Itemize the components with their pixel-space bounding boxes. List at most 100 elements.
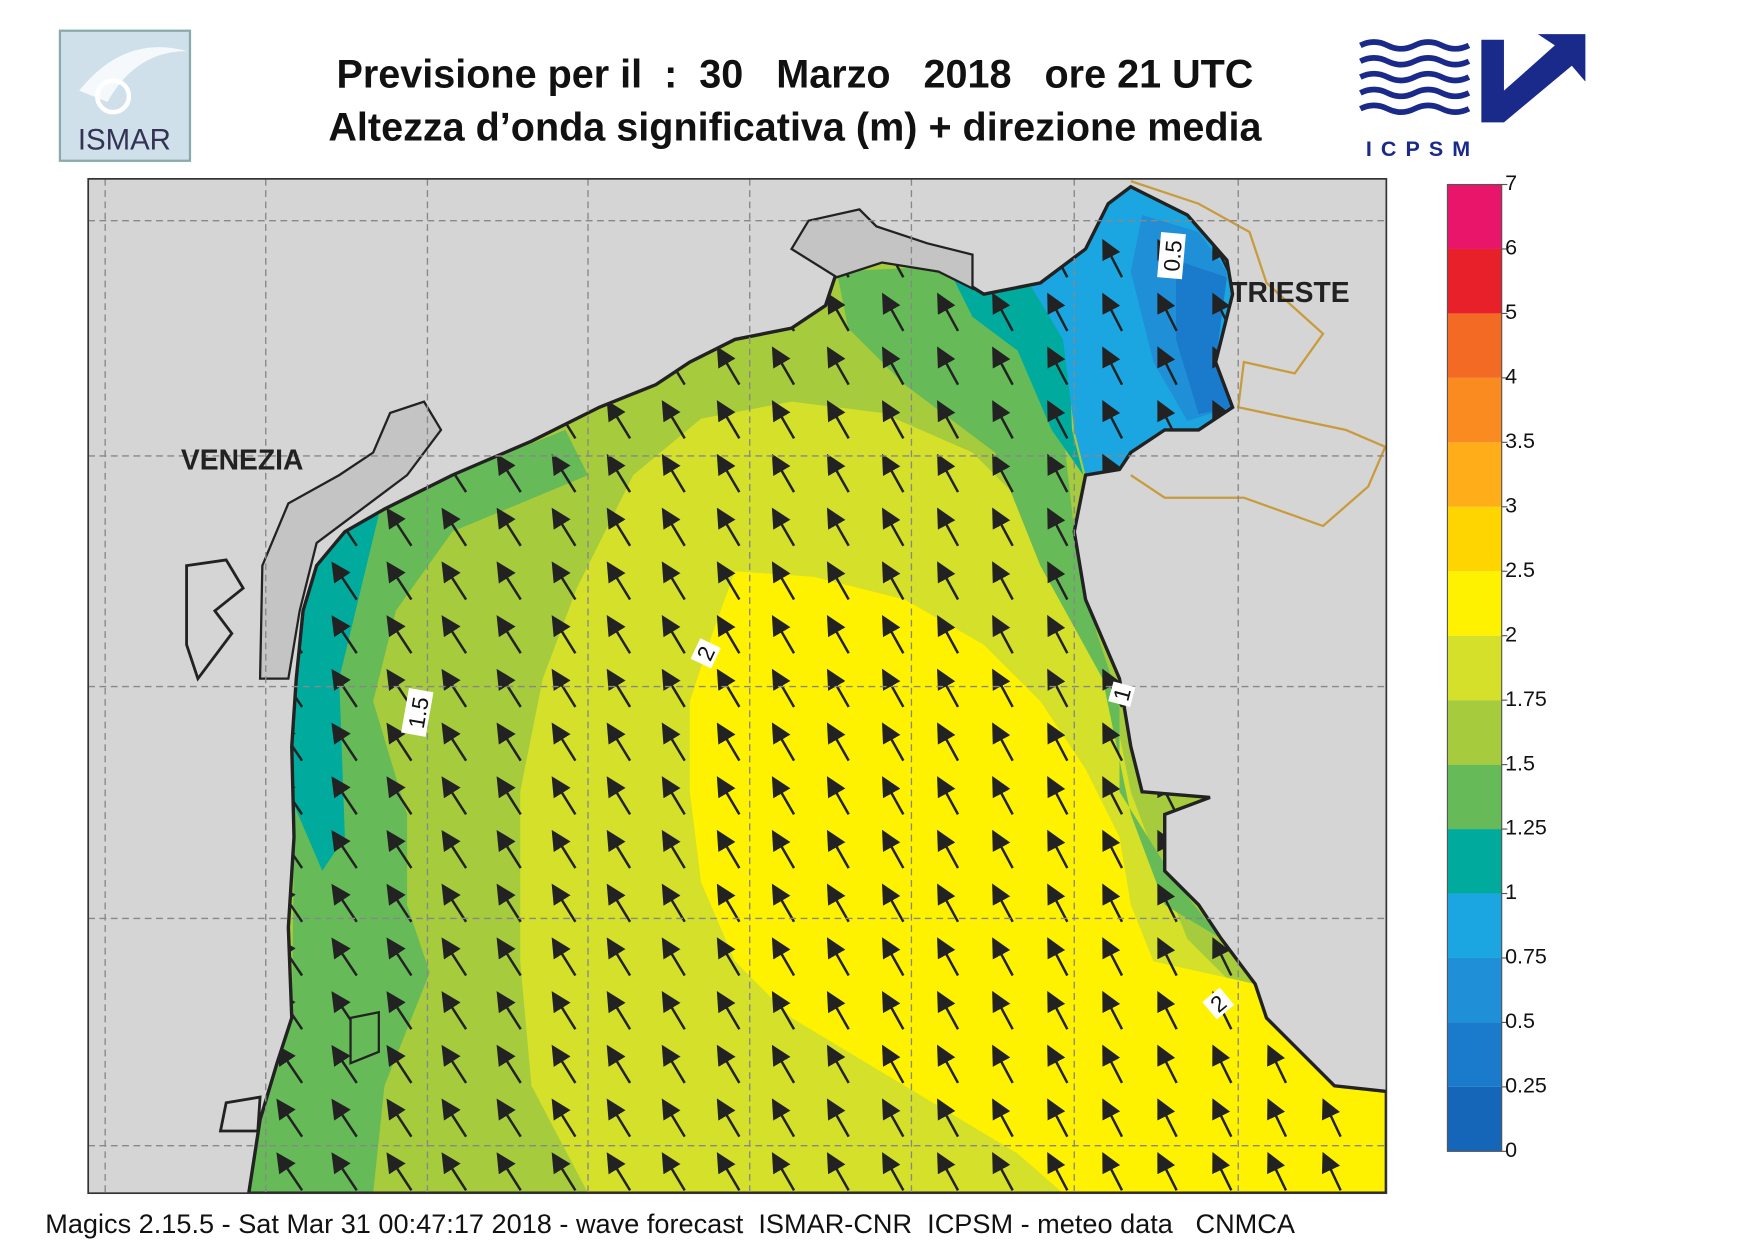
arrow bbox=[606, 561, 632, 601]
arrow bbox=[1157, 1151, 1178, 1191]
arrow bbox=[937, 883, 960, 923]
arrow bbox=[1047, 722, 1069, 762]
arrow bbox=[1322, 1098, 1342, 1138]
arrow bbox=[1047, 1098, 1069, 1138]
arrow bbox=[331, 776, 358, 816]
arrow bbox=[771, 614, 796, 654]
arrow bbox=[1047, 990, 1069, 1030]
arrow bbox=[882, 292, 905, 332]
arrow bbox=[1267, 1151, 1288, 1191]
arrow bbox=[771, 829, 796, 869]
arrow bbox=[826, 990, 850, 1030]
arrow bbox=[386, 776, 413, 816]
arrow bbox=[1047, 400, 1069, 439]
arrow bbox=[937, 776, 960, 815]
arrow bbox=[826, 453, 850, 493]
arrow bbox=[661, 991, 686, 1030]
arrow bbox=[771, 507, 796, 547]
footer: Magics 2.15.5 - Sat Mar 31 00:47:17 2018… bbox=[45, 1208, 1296, 1239]
arrow bbox=[661, 400, 686, 440]
arrow bbox=[992, 883, 1014, 923]
arrow bbox=[606, 937, 632, 977]
arrow bbox=[1157, 346, 1178, 386]
arrow bbox=[661, 453, 686, 493]
arrow bbox=[1047, 883, 1069, 923]
arrow bbox=[1047, 668, 1069, 708]
arrow bbox=[1102, 990, 1124, 1030]
arrow bbox=[551, 883, 577, 923]
arrow bbox=[882, 1152, 905, 1191]
arrow bbox=[882, 776, 905, 815]
arrow bbox=[716, 937, 741, 977]
arrow bbox=[1157, 1098, 1178, 1138]
arrow bbox=[386, 1152, 413, 1192]
colorbar-band bbox=[1447, 700, 1502, 765]
arrow bbox=[1102, 883, 1124, 923]
arrow bbox=[441, 937, 468, 977]
arrow bbox=[1102, 238, 1124, 278]
arrow bbox=[882, 614, 905, 654]
arrow bbox=[331, 668, 358, 708]
arrow bbox=[1212, 1044, 1233, 1084]
colorbar-band bbox=[1447, 571, 1502, 636]
arrow bbox=[771, 1098, 796, 1138]
arrow bbox=[826, 1098, 850, 1138]
arrow bbox=[606, 400, 632, 440]
arrow bbox=[992, 453, 1014, 493]
arrow bbox=[826, 776, 850, 815]
arrow bbox=[882, 346, 905, 386]
arrow bbox=[606, 453, 632, 493]
colorbar-label: 4 bbox=[1505, 365, 1517, 389]
colorbar-band bbox=[1447, 829, 1502, 894]
arrow bbox=[496, 776, 522, 816]
arrow bbox=[826, 883, 850, 923]
arrow bbox=[771, 1044, 796, 1084]
arrow bbox=[331, 1152, 358, 1192]
arrow bbox=[937, 292, 960, 332]
arrow bbox=[771, 561, 796, 601]
arrow bbox=[937, 668, 960, 708]
colorbar-label: 1.75 bbox=[1505, 687, 1547, 711]
arrow bbox=[386, 829, 413, 869]
arrow bbox=[1102, 400, 1124, 439]
arrow bbox=[496, 668, 522, 708]
arrow bbox=[386, 991, 413, 1030]
arrow bbox=[826, 400, 850, 439]
arrow bbox=[551, 668, 577, 708]
arrow bbox=[1047, 1152, 1069, 1191]
arrow bbox=[331, 1098, 358, 1138]
arrow bbox=[937, 614, 960, 654]
arrow bbox=[992, 1098, 1014, 1138]
arrow bbox=[937, 937, 960, 977]
arrow bbox=[1102, 1044, 1124, 1084]
arrow bbox=[1102, 346, 1124, 386]
arrow bbox=[716, 561, 741, 601]
arrow bbox=[496, 722, 522, 762]
ismar-logo: ISMAR bbox=[58, 29, 192, 162]
arrow bbox=[331, 615, 358, 654]
arrow bbox=[441, 507, 468, 547]
arrow bbox=[441, 615, 468, 654]
arrow bbox=[441, 1152, 468, 1192]
arrow bbox=[606, 883, 632, 923]
arrow bbox=[551, 561, 577, 601]
colorbar-band bbox=[1447, 635, 1502, 701]
arrow bbox=[992, 400, 1014, 439]
arrow bbox=[661, 1152, 686, 1191]
arrow bbox=[992, 1152, 1014, 1191]
arrow bbox=[992, 990, 1014, 1030]
arrow bbox=[771, 990, 796, 1030]
arrow bbox=[1047, 453, 1069, 493]
arrow bbox=[331, 1044, 358, 1084]
arrow bbox=[937, 722, 960, 762]
arrow bbox=[937, 400, 960, 439]
arrow bbox=[661, 668, 686, 708]
arrow bbox=[716, 453, 741, 493]
arrow bbox=[937, 1044, 960, 1084]
arrow bbox=[1047, 507, 1069, 547]
contour-label: 0.5 bbox=[1159, 239, 1187, 272]
arrow bbox=[1047, 937, 1069, 977]
arrow bbox=[1212, 937, 1233, 977]
arrow bbox=[441, 722, 468, 762]
